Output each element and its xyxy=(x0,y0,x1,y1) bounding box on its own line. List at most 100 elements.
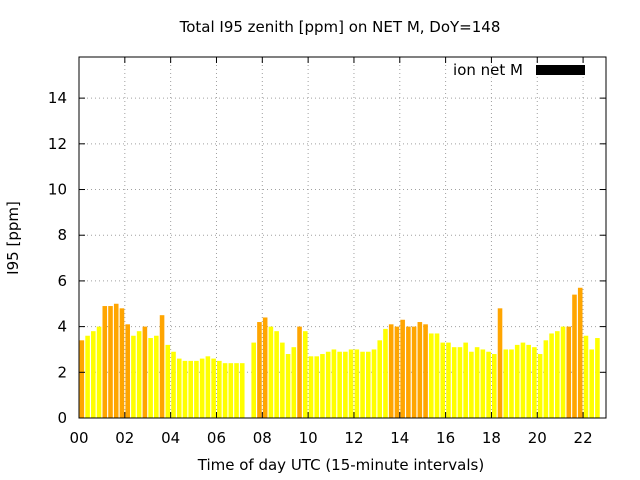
bar-56 xyxy=(400,319,405,418)
y-tick-label-3: 6 xyxy=(57,272,67,290)
bar-46 xyxy=(343,351,348,418)
bar-18 xyxy=(182,360,188,418)
bar-85 xyxy=(566,326,572,418)
bar-57 xyxy=(406,326,411,418)
y-tick-label-2: 4 xyxy=(57,318,67,336)
x-tick-label-11: 22 xyxy=(574,429,593,447)
x-tick-label-0: 00 xyxy=(69,429,88,447)
bar-81 xyxy=(543,340,549,418)
bar-64 xyxy=(446,342,451,418)
bar-68 xyxy=(469,351,474,418)
bar-10 xyxy=(136,331,142,418)
bar-74 xyxy=(503,349,509,418)
bar-39 xyxy=(302,331,308,418)
bar-52 xyxy=(377,340,383,418)
bar-75 xyxy=(509,349,514,418)
legend-label: ion net M xyxy=(453,61,523,79)
bar-14 xyxy=(159,315,165,418)
bar-71 xyxy=(486,351,491,418)
y-tick-label-1: 2 xyxy=(57,363,67,381)
bar-33 xyxy=(268,326,274,418)
grid-lines xyxy=(79,57,606,418)
bar-0 xyxy=(79,340,85,418)
bar-16 xyxy=(171,351,176,418)
bar-86 xyxy=(572,294,577,418)
bar-11 xyxy=(142,326,148,418)
x-tick-label-10: 20 xyxy=(528,429,547,447)
bar-34 xyxy=(274,331,279,418)
bar-38 xyxy=(297,326,302,418)
bar-35 xyxy=(280,342,285,418)
bar-43 xyxy=(325,351,331,418)
bar-37 xyxy=(291,347,297,418)
bar-65 xyxy=(451,347,457,418)
bar-1 xyxy=(85,335,90,418)
y-tick-label-0: 0 xyxy=(57,409,67,427)
bar-87 xyxy=(577,287,583,418)
bar-25 xyxy=(222,363,228,418)
bar-17 xyxy=(176,358,182,418)
bar-69 xyxy=(474,347,480,418)
bar-60 xyxy=(423,324,428,418)
bar-67 xyxy=(463,342,468,418)
bar-63 xyxy=(440,342,446,418)
x-tick-label-8: 16 xyxy=(436,429,455,447)
bar-62 xyxy=(434,333,440,418)
bar-88 xyxy=(583,335,589,418)
x-tick-label-4: 08 xyxy=(253,429,272,447)
bar-47 xyxy=(348,349,354,418)
bar-79 xyxy=(532,347,537,418)
bar-54 xyxy=(388,324,394,418)
bar-49 xyxy=(360,351,365,418)
bar-12 xyxy=(148,338,153,418)
bar-82 xyxy=(549,333,554,418)
x-tick-label-9: 18 xyxy=(482,429,501,447)
bar-59 xyxy=(417,322,423,418)
y-tick-label-5: 10 xyxy=(48,181,67,199)
bar-13 xyxy=(154,335,159,418)
bar-42 xyxy=(320,354,325,418)
bar-90 xyxy=(595,338,600,418)
bar-21 xyxy=(199,358,205,418)
bar-24 xyxy=(217,360,222,418)
bar-80 xyxy=(537,354,543,418)
bar-51 xyxy=(371,349,377,418)
bar-89 xyxy=(589,349,594,418)
y-axis-label: I95 [ppm] xyxy=(4,201,22,275)
bar-3 xyxy=(96,326,102,418)
bar-72 xyxy=(492,354,497,418)
bar-48 xyxy=(354,349,360,418)
bar-15 xyxy=(165,344,171,418)
bar-55 xyxy=(394,326,400,418)
x-tick-label-5: 10 xyxy=(299,429,318,447)
bar-6 xyxy=(113,303,119,418)
bar-66 xyxy=(457,347,463,418)
bar-23 xyxy=(211,358,216,418)
x-tick-label-7: 14 xyxy=(390,429,409,447)
bar-9 xyxy=(131,335,136,418)
legend-swatch xyxy=(536,65,585,75)
bar-2 xyxy=(91,331,96,418)
y-tick-label-6: 12 xyxy=(48,135,67,153)
bar-77 xyxy=(520,342,526,418)
bar-31 xyxy=(257,322,262,418)
bar-series xyxy=(79,287,600,418)
bar-22 xyxy=(205,356,211,418)
bar-76 xyxy=(514,344,520,418)
x-tick-label-3: 06 xyxy=(207,429,226,447)
bar-8 xyxy=(125,324,130,418)
plot-frame xyxy=(78,56,607,419)
bar-50 xyxy=(365,351,371,418)
bar-27 xyxy=(234,363,239,418)
x-tick-label-2: 04 xyxy=(161,429,180,447)
bar-40 xyxy=(308,356,314,418)
bar-78 xyxy=(526,344,531,418)
bar-19 xyxy=(188,360,193,418)
bar-20 xyxy=(194,360,199,418)
bar-32 xyxy=(262,317,268,418)
bar-7 xyxy=(119,308,125,418)
bar-53 xyxy=(383,328,388,418)
bar-28 xyxy=(239,363,245,418)
